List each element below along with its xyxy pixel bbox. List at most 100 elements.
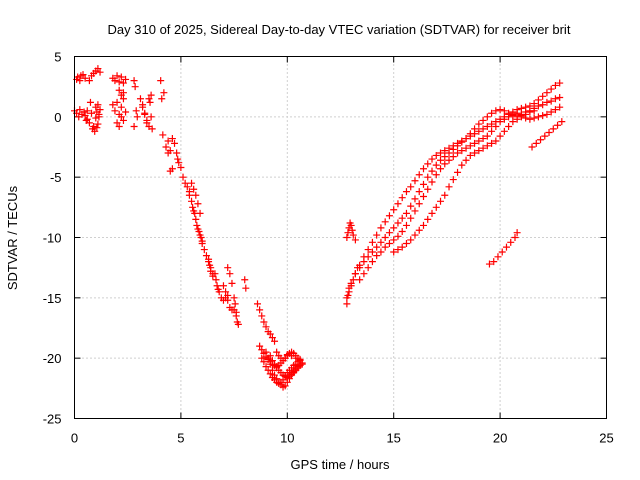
data-point [200,246,208,254]
data-point [347,279,355,287]
data-point [117,103,125,111]
data-point [213,282,221,290]
data-point [462,135,470,143]
data-point [496,118,504,126]
data-point [462,156,470,164]
data-point [398,214,406,222]
data-point [556,79,564,87]
data-point [85,77,93,85]
data-point [526,115,534,123]
data-point [454,168,462,176]
data-point [458,138,466,146]
data-point [398,227,406,235]
data-point [143,116,151,124]
data-point [258,354,266,362]
data-point [419,165,427,173]
data-point [281,382,289,390]
data-point [522,110,530,118]
chart-title: Day 310 of 2025, Sidereal Day-to-day VTE… [108,22,571,37]
data-point [351,270,359,278]
data-point [254,300,262,308]
data-point [415,188,423,196]
data-point [262,323,270,331]
data-point [466,130,474,138]
x-axis-label: GPS time / hours [291,457,390,472]
data-point [157,77,165,85]
data-point [394,246,402,254]
data-point [415,200,423,208]
data-point [479,135,487,143]
data-point [271,337,279,345]
data-point [273,375,281,383]
data-point [475,127,483,135]
data-point [364,253,372,261]
data-point [271,371,279,379]
data-point [517,113,525,121]
data-point [146,98,154,106]
data-point [411,195,419,203]
data-point [193,221,201,229]
data-point [360,270,368,278]
data-point [222,288,230,296]
data-point [432,151,440,159]
data-point [462,144,470,152]
x-tick-label: 5 [177,431,184,446]
data-point [260,318,268,326]
data-point [385,229,393,237]
data-point [194,200,202,208]
data-point [356,264,364,272]
data-point [419,180,427,188]
data-point [528,143,536,151]
data-point [343,300,351,308]
data-point [345,284,353,292]
data-point [445,156,453,164]
y-tick-label: 0 [54,110,61,125]
data-point [281,354,289,362]
data-point [109,101,117,109]
data-point [147,91,155,99]
data-point [115,86,123,94]
data-point [402,209,410,217]
data-point [162,143,170,151]
data-point [88,109,96,117]
data-point [437,165,445,173]
data-point [292,354,300,362]
data-point [475,120,483,128]
data-point [115,78,123,86]
data-point [547,108,555,116]
data-point [402,188,410,196]
data-point [258,346,266,354]
data-point [502,243,510,251]
data-points [71,65,566,391]
y-tick-label: -15 [43,291,62,306]
data-point [192,191,200,199]
data-point [407,236,415,244]
y-tick-label: 5 [54,50,61,65]
data-point [488,139,496,147]
data-point [466,142,474,150]
x-tick-label: 15 [386,431,400,446]
data-point [377,248,385,256]
data-point [449,176,457,184]
data-point [148,125,156,133]
data-point [511,234,519,241]
data-point [466,151,474,159]
data-point [475,147,483,155]
data-point [368,258,376,266]
data-point [415,171,423,179]
data-point [260,358,268,366]
data-point [344,229,352,237]
data-point [343,234,351,241]
data-point [168,165,176,173]
data-point [93,124,101,132]
data-point [500,107,508,115]
data-point [509,110,517,118]
data-point [534,113,542,121]
data-point [74,73,82,81]
y-axis-label: SDTVAR / TECUs [5,185,20,290]
data-point [556,94,564,102]
data-point [385,240,393,248]
data-point [419,221,427,229]
data-point [76,77,84,85]
data-point [551,95,559,103]
